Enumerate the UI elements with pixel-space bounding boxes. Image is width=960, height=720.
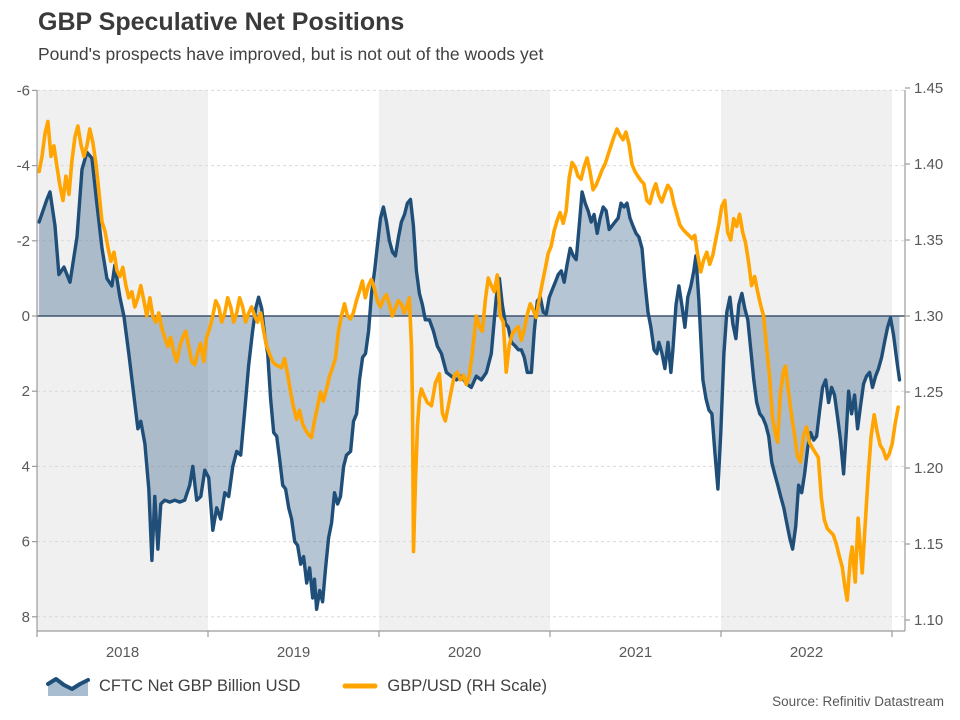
year-shading-band xyxy=(379,90,550,631)
right-axis-tick-label: 1.15 xyxy=(914,536,943,553)
right-axis-tick-label: 1.30 xyxy=(914,308,943,325)
left-axis-tick-label: 0 xyxy=(22,308,30,325)
legend-label-gbpusd: GBP/USD (RH Scale) xyxy=(387,676,547,695)
right-axis-tick-label: 1.10 xyxy=(914,612,943,629)
legend-item-cftc: CFTC Net GBP Billion USD xyxy=(46,674,300,698)
left-axis-tick-label: 2 xyxy=(22,383,30,400)
right-axis-tick-label: 1.20 xyxy=(914,460,943,477)
chart-legend: CFTC Net GBP Billion USD GBP/USD (RH Sca… xyxy=(46,674,547,698)
source-attribution: Source: Refinitiv Datastream xyxy=(772,694,944,709)
left-axis-tick-label: 8 xyxy=(22,609,30,626)
legend-label-cftc: CFTC Net GBP Billion USD xyxy=(99,676,301,695)
x-axis-year-label: 2021 xyxy=(619,644,652,661)
right-axis-tick-label: 1.45 xyxy=(914,80,943,97)
chart-subtitle: Pound's prospects have improved, but is … xyxy=(38,44,544,64)
left-axis-tick-label: -2 xyxy=(17,233,30,250)
x-axis-year-label: 2020 xyxy=(448,644,481,661)
cftc-net-positions-line xyxy=(37,150,902,611)
chart-title: GBP Speculative Net Positions xyxy=(38,8,405,36)
left-axis-tick-label: 4 xyxy=(22,458,30,475)
gbpusd-line xyxy=(37,119,900,602)
legend-area-line xyxy=(46,677,90,691)
left-axis-tick-label: -4 xyxy=(17,158,30,175)
left-axis-tick-label: -6 xyxy=(17,82,30,99)
area-series-legend-icon xyxy=(46,677,90,696)
left-axis-tick-label: 6 xyxy=(22,534,30,551)
right-axis-tick-label: 1.40 xyxy=(914,156,943,173)
right-axis-tick-label: 1.35 xyxy=(914,232,943,249)
x-axis-year-label: 2019 xyxy=(277,644,310,661)
legend-item-gbpusd: GBP/USD (RH Scale) xyxy=(342,677,547,696)
line-series-legend-icon xyxy=(342,683,378,689)
right-axis-tick-label: 1.25 xyxy=(914,384,943,401)
x-axis-year-label: 2018 xyxy=(106,644,139,661)
x-axis-year-label: 2022 xyxy=(790,644,823,661)
